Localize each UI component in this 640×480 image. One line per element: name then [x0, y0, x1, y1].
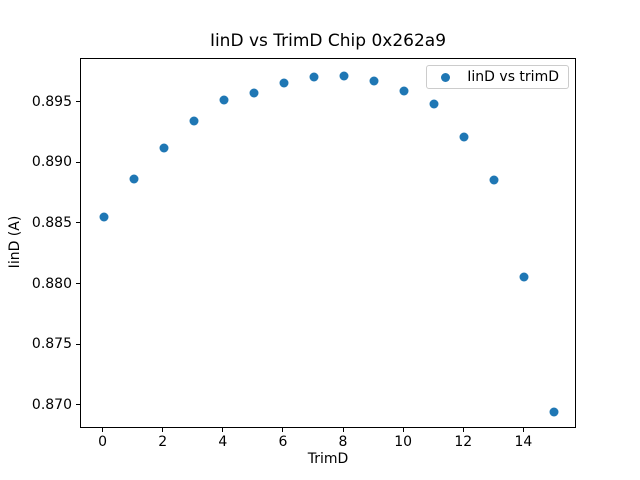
x-tick-mark [282, 428, 284, 432]
y-tick-label: 0.870 [31, 396, 72, 413]
scatter-point [339, 71, 349, 81]
scatter-point [489, 175, 499, 185]
x-tick-label: 0 [98, 434, 107, 450]
x-tick-label: 12 [454, 434, 473, 450]
x-tick-label: 2 [158, 434, 168, 450]
y-tick-label: 0.885 [31, 214, 72, 231]
x-tick-mark [402, 428, 404, 432]
scatter-point [459, 132, 469, 142]
y-tick-label: 0.875 [31, 336, 72, 353]
x-tick-mark [102, 428, 104, 432]
legend-label: IinD vs trimD [467, 69, 559, 85]
y-tick-mark [76, 283, 80, 285]
scatter-point [159, 143, 169, 153]
x-tick-label: 8 [338, 434, 348, 450]
scatter-point [369, 76, 379, 86]
y-tick-label: 0.880 [31, 275, 72, 292]
scatter-point [279, 78, 289, 88]
x-axis-label: TrimD [307, 451, 349, 467]
x-tick-label: 4 [218, 434, 228, 450]
legend: IinD vs trimD [426, 65, 569, 89]
chart-title: IinD vs TrimD Chip 0x262a9 [209, 31, 447, 51]
y-tick-label: 0.895 [31, 93, 72, 110]
scatter-point [429, 99, 439, 109]
y-tick-mark [76, 161, 80, 163]
x-tick-mark [342, 428, 344, 432]
x-tick-mark [162, 428, 164, 432]
x-tick-mark [462, 428, 464, 432]
y-tick-mark [76, 222, 80, 224]
scatter-point [519, 272, 529, 282]
x-tick-label: 6 [278, 434, 288, 450]
scatter-point [189, 116, 199, 126]
y-tick-label: 0.890 [31, 154, 72, 171]
x-tick-mark [222, 428, 224, 432]
scatter-point [249, 88, 259, 98]
scatter-point [129, 174, 139, 184]
scatter-point [549, 407, 559, 417]
y-tick-mark [76, 101, 80, 103]
plot-area: IinD vs trimD [80, 58, 576, 428]
legend-marker-icon [441, 72, 451, 82]
scatter-point [99, 212, 109, 222]
y-tick-mark [76, 343, 80, 345]
x-tick-label: 14 [514, 434, 533, 450]
scatter-point [309, 72, 319, 82]
x-tick-mark [522, 428, 524, 432]
scatter-point [399, 86, 409, 96]
x-tick-label: 10 [394, 434, 413, 450]
y-tick-mark [76, 404, 80, 406]
scatter-point [219, 95, 229, 105]
